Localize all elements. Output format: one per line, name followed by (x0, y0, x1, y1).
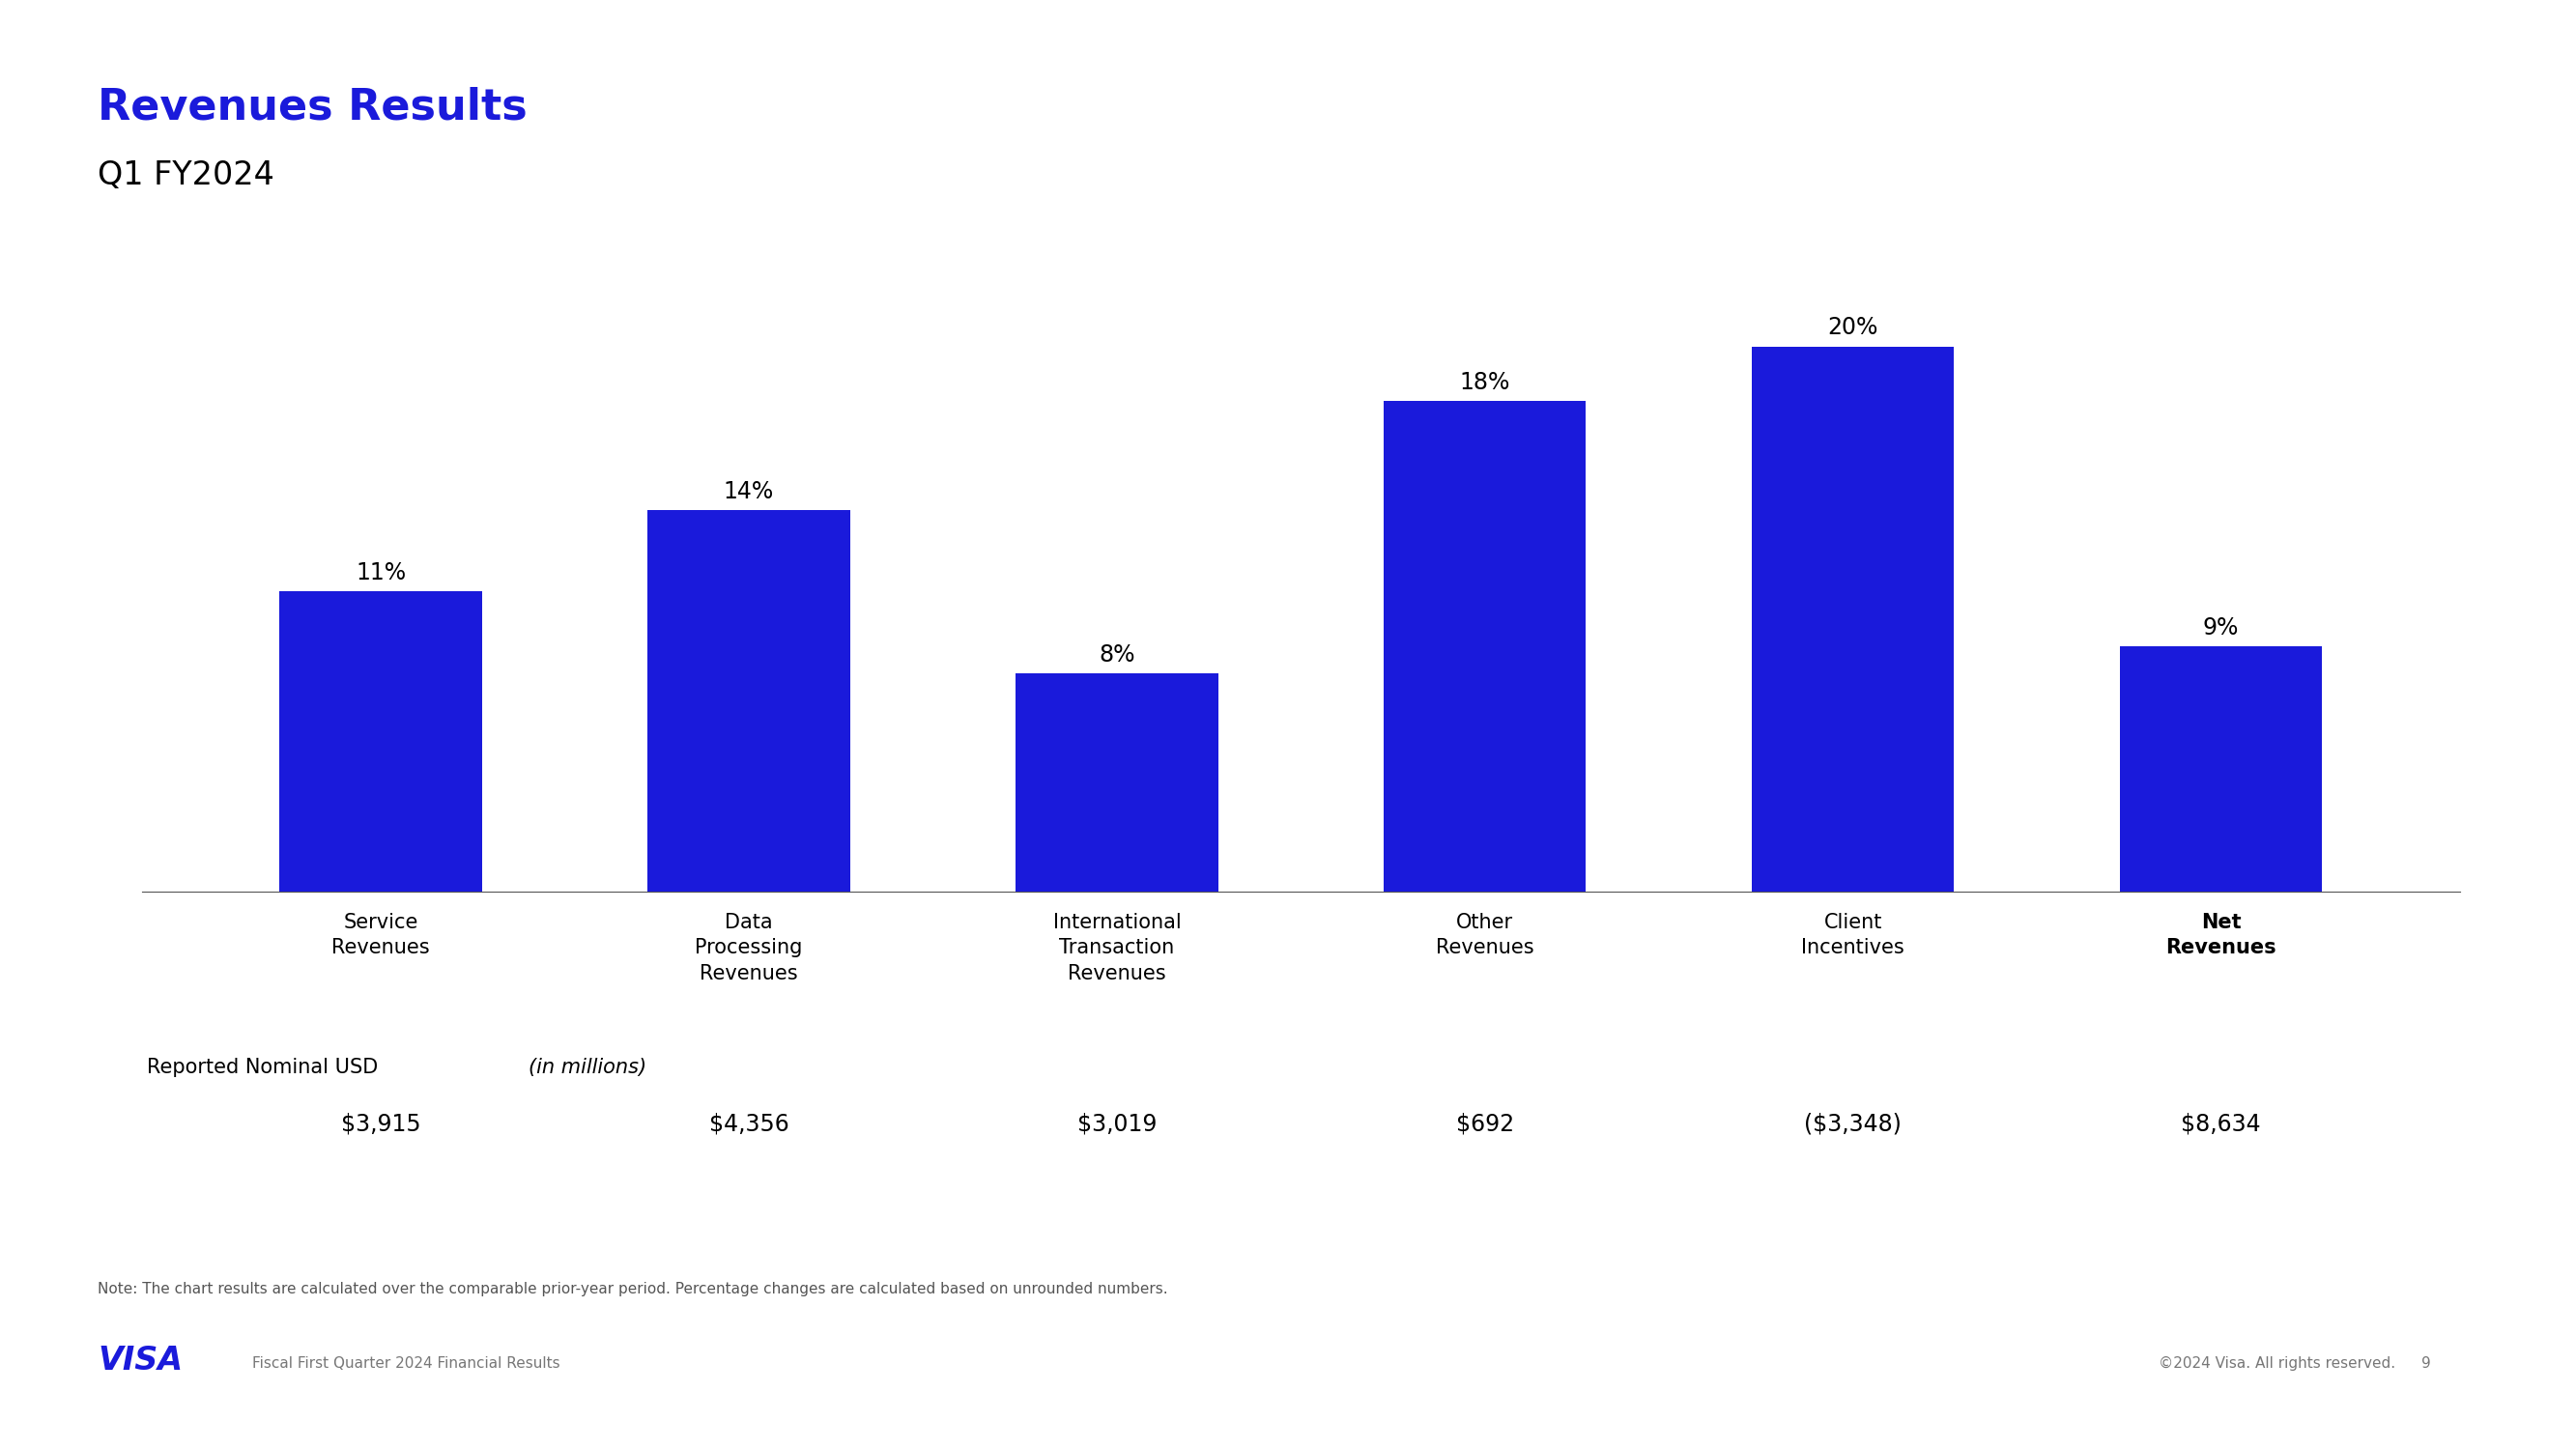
Text: Net
Revenues: Net Revenues (2166, 913, 2277, 958)
Text: Client
Incentives: Client Incentives (1801, 913, 1904, 958)
Text: $4,356: $4,356 (708, 1113, 788, 1136)
Text: Revenues Results: Revenues Results (98, 87, 528, 129)
Bar (2120, 646, 2321, 891)
Text: Fiscal First Quarter 2024 Financial Results: Fiscal First Quarter 2024 Financial Resu… (252, 1356, 562, 1371)
Text: 14%: 14% (724, 480, 775, 503)
Text: Other
Revenues: Other Revenues (1435, 913, 1533, 958)
Text: Reported Nominal USD: Reported Nominal USD (147, 1058, 384, 1077)
Text: 11%: 11% (355, 562, 407, 584)
Text: 18%: 18% (1461, 371, 1510, 394)
Text: ($3,348): ($3,348) (1803, 1113, 1901, 1136)
Text: 9: 9 (2421, 1356, 2432, 1371)
Text: (in millions): (in millions) (528, 1058, 647, 1077)
Text: $8,634: $8,634 (2182, 1113, 2262, 1136)
Text: Q1 FY2024: Q1 FY2024 (98, 159, 276, 191)
Bar (1383, 401, 1587, 891)
Text: VISA: VISA (98, 1345, 183, 1377)
Text: Note: The chart results are calculated over the comparable prior-year period. Pe: Note: The chart results are calculated o… (98, 1282, 1167, 1297)
Bar (1015, 674, 1218, 891)
Text: 20%: 20% (1826, 316, 1878, 339)
Text: Data
Processing
Revenues: Data Processing Revenues (696, 913, 804, 984)
Bar (1752, 346, 1955, 891)
Text: ©2024 Visa. All rights reserved.: ©2024 Visa. All rights reserved. (2159, 1356, 2396, 1371)
Text: $3,019: $3,019 (1077, 1113, 1157, 1136)
Text: 8%: 8% (1100, 643, 1136, 667)
Text: $692: $692 (1455, 1113, 1515, 1136)
Text: 9%: 9% (2202, 616, 2239, 639)
Text: Service
Revenues: Service Revenues (332, 913, 430, 958)
Text: International
Transaction
Revenues: International Transaction Revenues (1054, 913, 1180, 984)
Bar (281, 591, 482, 891)
Bar (647, 510, 850, 891)
Text: $3,915: $3,915 (340, 1113, 420, 1136)
